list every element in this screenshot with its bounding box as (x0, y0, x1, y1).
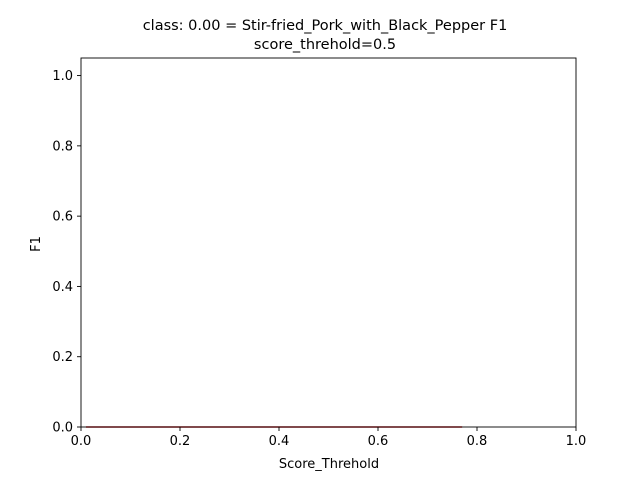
y-tick-label-2: 0.4 (52, 280, 73, 295)
y-axis-label: F1 (29, 236, 44, 252)
x-tick-label-5: 1.0 (566, 434, 587, 449)
chart-title-line2: score_threhold=0.5 (254, 37, 396, 53)
plot-area: 0.0 0.2 0.4 0.6 0.8 1.0 0.0 0.2 0.4 0.6 0.8 1.0 (52, 57, 587, 449)
y-tick-label-4: 0.8 (52, 139, 73, 154)
x-tick-label-1: 0.2 (170, 434, 191, 449)
x-tick-label-3: 0.6 (368, 434, 389, 449)
x-tick-label-0: 0.0 (71, 434, 92, 449)
x-tick-label-4: 0.8 (467, 434, 488, 449)
x-axis-label: Score_Threhold (279, 457, 379, 472)
chart-title-line1: class: 0.00 = Stir-fried_Pork_with_Black… (143, 18, 508, 34)
axes-frame (80, 57, 577, 428)
y-tick-label-3: 0.6 (52, 210, 73, 225)
y-tick-label-1: 0.2 (52, 350, 73, 365)
y-tick-label-0: 0.0 (52, 421, 73, 436)
x-tick-label-2: 0.4 (269, 434, 290, 449)
y-tick-label-5: 1.0 (52, 69, 73, 84)
